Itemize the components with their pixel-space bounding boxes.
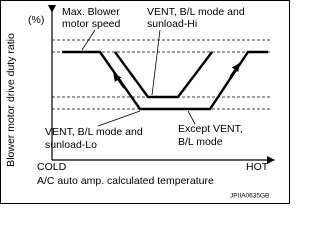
y-unit: (%) [28,14,44,26]
annotation: Max. Blower [62,6,120,18]
annotation: motor speed [62,18,121,30]
page: {"axes": {"y_label": "Blower motor drive… [0,0,290,204]
x-axis-label: A/C auto amp. calculated temperature [37,175,214,187]
diagram: Blower motor drive duty ratio (%) Max. B… [0,0,290,204]
reference-lines [52,39,272,110]
annotation: VENT, B/L mode and [45,126,143,138]
frame [0,0,290,204]
direction-arrows [81,29,240,127]
figure-code: JPIIA0635GB [230,193,269,200]
annotation: VENT, B/L mode and [147,6,245,18]
annotation: B/L mode [178,136,223,148]
annotation: sunload-Hi [147,18,197,30]
x-end-label: HOT [246,161,269,173]
annotation: sunload-Lo [45,139,97,151]
x-start-label: COLD [37,161,67,173]
annotation: Except VENT, [178,123,243,135]
y-axis-label: Blower motor drive duty ratio [5,33,17,167]
duty-curves [62,50,268,111]
